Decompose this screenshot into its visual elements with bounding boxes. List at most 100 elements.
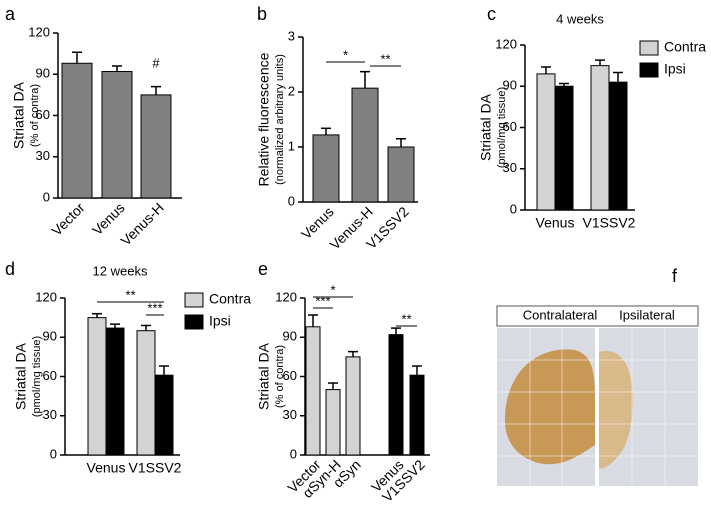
bar — [409, 374, 425, 456]
significance-label: ** — [380, 51, 390, 66]
y-tick-label: 60 — [283, 368, 297, 383]
panel-letter: e — [258, 259, 268, 279]
error-bar — [613, 71, 623, 83]
image-header — [496, 305, 699, 327]
bar — [136, 330, 156, 456]
error-bar — [72, 51, 82, 64]
chart-panel: a Striatal DA (% of contra) 0 30 60 90 120 Vecto… — [5, 4, 182, 249]
bar — [61, 62, 93, 199]
legend-swatch — [639, 62, 659, 78]
significance-label: ** — [401, 311, 411, 326]
chart-title: 12 weeks — [93, 263, 148, 278]
y-axis-label: Striatal DA — [478, 93, 494, 161]
y-tick-label: 60 — [43, 368, 57, 383]
striatum-left — [505, 349, 595, 465]
legend-label: Ipsi — [664, 61, 686, 77]
y-tick-label: 120 — [35, 289, 57, 304]
y-axis-sublabel: (normalized arbitrary units) — [274, 54, 286, 185]
y-tick-label: 0 — [43, 189, 50, 204]
error-bar — [92, 312, 102, 318]
y-axis-label: Striatal DA — [13, 342, 29, 410]
significance-label: *** — [147, 300, 162, 315]
y-tick-label: 3 — [288, 28, 295, 43]
y-tick-label: 90 — [503, 78, 517, 93]
image-panel: f Contralateral Ipsilateral — [496, 266, 699, 486]
image-label: Contralateral — [523, 307, 598, 322]
bar — [325, 389, 341, 456]
bar — [154, 374, 174, 456]
legend-swatch — [184, 292, 204, 308]
x-tick-label: Vector — [48, 199, 88, 239]
significance-label: *** — [315, 293, 330, 308]
y-tick-label: 0 — [290, 446, 297, 461]
bar — [387, 146, 415, 203]
error-bar — [360, 70, 370, 89]
bar — [105, 327, 125, 456]
panel-letter: d — [5, 259, 15, 279]
panel-letter: c — [487, 4, 496, 24]
y-axis-label: Relative fluorescence — [256, 52, 272, 186]
error-bar — [308, 314, 318, 327]
bar — [608, 81, 628, 211]
y-tick-label: 120 — [495, 36, 517, 51]
y-axis-label: Striatal DA — [256, 342, 272, 410]
y-axis-sublabel: (% of contra) — [29, 84, 41, 147]
error-bar — [159, 365, 169, 376]
legend-swatch — [184, 314, 204, 330]
y-tick-label: 0 — [50, 446, 57, 461]
error-bar — [328, 382, 338, 390]
bar — [87, 317, 107, 456]
legend-label: Contra — [209, 291, 251, 307]
y-tick-label: 30 — [36, 148, 50, 163]
y-tick-label: 60 — [503, 119, 517, 134]
significance-label: ** — [125, 287, 135, 302]
error-bar — [348, 350, 358, 357]
bar — [351, 87, 379, 203]
y-tick-label: 90 — [283, 329, 297, 344]
error-bar — [391, 327, 401, 335]
error-bar — [141, 324, 151, 331]
striatum-right — [599, 350, 633, 469]
significance-label: * — [330, 282, 335, 297]
legend-swatch — [639, 40, 659, 56]
y-axis-label: Striatal DA — [11, 81, 27, 149]
bar — [554, 85, 574, 211]
y-tick-label: 2 — [288, 83, 295, 98]
y-tick-label: 90 — [43, 329, 57, 344]
significance-label: # — [152, 55, 160, 70]
bar — [590, 65, 610, 211]
bar — [388, 334, 404, 456]
error-bar — [396, 138, 406, 147]
y-tick-label: 0 — [510, 201, 517, 216]
bar — [101, 71, 133, 199]
error-bar — [595, 59, 605, 66]
bar — [305, 326, 321, 456]
y-tick-label: 60 — [36, 107, 50, 122]
error-bar — [541, 66, 551, 74]
y-tick-label: 120 — [28, 24, 50, 39]
y-tick-label: 90 — [36, 66, 50, 81]
chart-panel: c 4 weeks Striatal DA (pmol/mg tissue) 0 30 60… — [478, 4, 707, 231]
image-label: Ipsilateral — [619, 307, 675, 322]
y-tick-label: 1 — [288, 138, 295, 153]
x-tick-label: Venus-H — [117, 199, 166, 248]
bar — [312, 134, 340, 203]
error-bar — [559, 82, 569, 87]
x-tick-label: Venus — [87, 460, 126, 476]
y-tick-label: 0 — [288, 193, 295, 208]
bar — [345, 356, 361, 456]
panel-letter: f — [672, 266, 678, 286]
x-tick-label: V1SSV2 — [583, 215, 636, 231]
error-bar — [412, 365, 422, 376]
significance-label: * — [343, 47, 348, 62]
y-tick-label: 30 — [43, 407, 57, 422]
bar — [140, 94, 172, 199]
y-axis-sublabel: (% of contra) — [274, 345, 286, 408]
legend-label: Ipsi — [209, 313, 231, 329]
y-tick-label: 120 — [275, 289, 297, 304]
x-tick-label: Venus — [536, 215, 575, 231]
error-bar — [321, 127, 331, 135]
chart-title: 4 weeks — [556, 11, 604, 26]
y-axis-sublabel: (pmol/mg tissue) — [496, 87, 508, 168]
